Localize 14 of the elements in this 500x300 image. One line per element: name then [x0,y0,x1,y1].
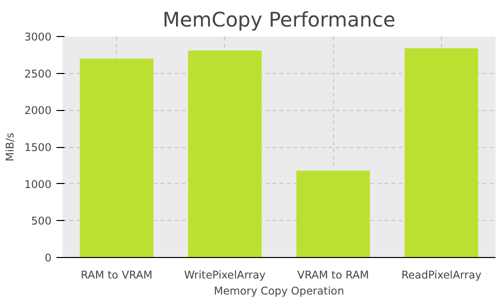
x-axis-title: Memory Copy Operation [214,284,344,298]
y-tick-label: 2000 [24,104,52,118]
x-tick-label: RAM to VRAM [80,268,152,282]
y-tick-label: 0 [44,252,52,264]
y-axis-title: MiB/s [3,132,16,162]
x-tick-label: ReadPixelArray [401,268,482,282]
y-tick-label: 1500 [24,141,52,154]
y-tick-label: 2500 [24,67,52,80]
x-tick-label: WritePixelArray [184,268,266,282]
y-tick-label: 3000 [24,30,52,44]
chart-title: MemCopy Performance [162,8,396,32]
y-tick-label: 500 [31,214,52,228]
y-tick-label: 1000 [24,178,52,191]
x-tick-label: VRAM to RAM [297,268,369,282]
